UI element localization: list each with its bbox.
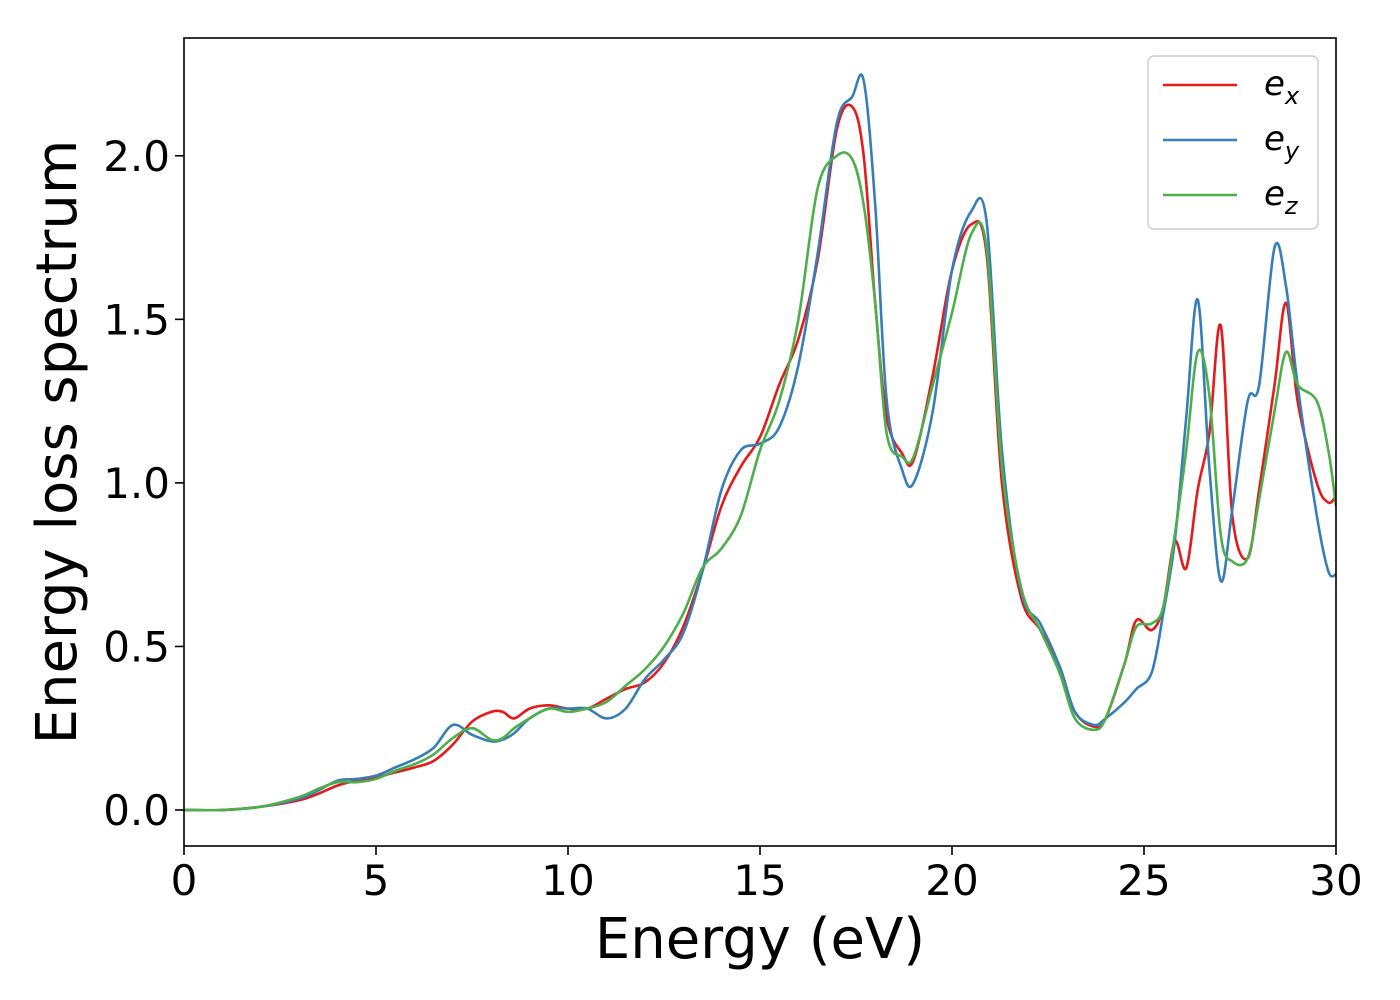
y-tick-label: 2.0: [103, 132, 170, 181]
legend-label-subscript: z: [1284, 192, 1299, 220]
ticks-layer: 0 5 10 15 20 25 30 0.0 0.5 1.0 1.5 2.0: [103, 132, 1363, 905]
x-tick-label: 25: [1117, 856, 1170, 905]
y-axis-title: Energy loss spectrum: [25, 140, 90, 745]
legend-label-x: ex: [1264, 64, 1300, 110]
series-layer: [184, 73, 1336, 812]
legend-label-subscript: x: [1284, 82, 1300, 110]
legend-label-y: ey: [1264, 119, 1300, 165]
y-tick-label: 1.0: [103, 459, 170, 508]
legend-label-base: e: [1264, 119, 1285, 159]
legend-label-base: e: [1264, 174, 1285, 214]
legend-label-subscript: y: [1284, 137, 1300, 165]
x-tick-label: 0: [171, 856, 198, 905]
x-tick-label: 5: [363, 856, 390, 905]
x-tick-label: 30: [1309, 856, 1362, 905]
x-tick-label: 10: [541, 856, 594, 905]
legend-label-z: ez: [1264, 174, 1299, 220]
x-tick-label: 20: [925, 856, 978, 905]
legend-label-base: e: [1264, 64, 1285, 104]
x-axis-title: Energy (eV): [595, 907, 925, 972]
series-line-z: [184, 151, 1336, 812]
y-tick-label: 1.5: [103, 295, 170, 344]
legend-box: [1147, 55, 1319, 230]
series-line-y: [184, 73, 1336, 812]
y-tick-label: 0.0: [103, 786, 170, 835]
x-tick-label: 15: [733, 856, 786, 905]
y-tick-label: 0.5: [103, 622, 170, 671]
